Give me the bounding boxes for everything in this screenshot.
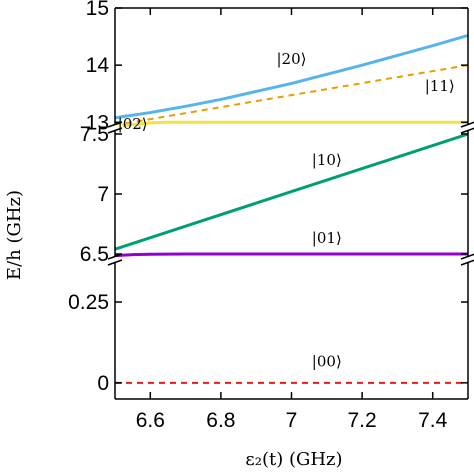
x-tick-label: 7.4 bbox=[418, 409, 448, 432]
state-label: |02⟩ bbox=[118, 115, 148, 133]
annotation-layer: |20⟩ |11⟩ |02⟩ |10⟩ |01⟩ |00⟩ bbox=[118, 50, 455, 371]
state-label: |20⟩ bbox=[277, 50, 307, 68]
series-line-2 bbox=[115, 122, 468, 126]
y-tick-label: 0 bbox=[97, 372, 109, 395]
series-line-0 bbox=[115, 35, 468, 117]
x-tick-label: 6.6 bbox=[136, 409, 165, 432]
state-label: |00⟩ bbox=[312, 353, 342, 371]
x-tick-label: 7.2 bbox=[347, 409, 376, 432]
state-label: |01⟩ bbox=[312, 229, 342, 247]
y-tick-label: 6.5 bbox=[80, 243, 109, 266]
y-tick-label: 14 bbox=[86, 54, 110, 77]
state-label: |10⟩ bbox=[312, 151, 342, 169]
series-line-3 bbox=[115, 134, 468, 249]
y-tick-label: 7 bbox=[97, 183, 109, 206]
state-label: |11⟩ bbox=[425, 77, 455, 95]
series-line-4 bbox=[115, 254, 468, 256]
y-tick-label: 7.5 bbox=[80, 123, 109, 146]
series-line-1 bbox=[115, 65, 468, 125]
x-axis-label: ε₂(t) (GHz) bbox=[245, 449, 342, 470]
y-tick-label: 0.25 bbox=[68, 291, 109, 314]
x-tick-label: 6.8 bbox=[206, 409, 235, 432]
y-axis-label: E/h (GHz) bbox=[4, 190, 25, 280]
series-layer bbox=[115, 35, 468, 382]
y-tick-label: 15 bbox=[86, 0, 109, 20]
x-tick-label: 7 bbox=[286, 409, 298, 432]
